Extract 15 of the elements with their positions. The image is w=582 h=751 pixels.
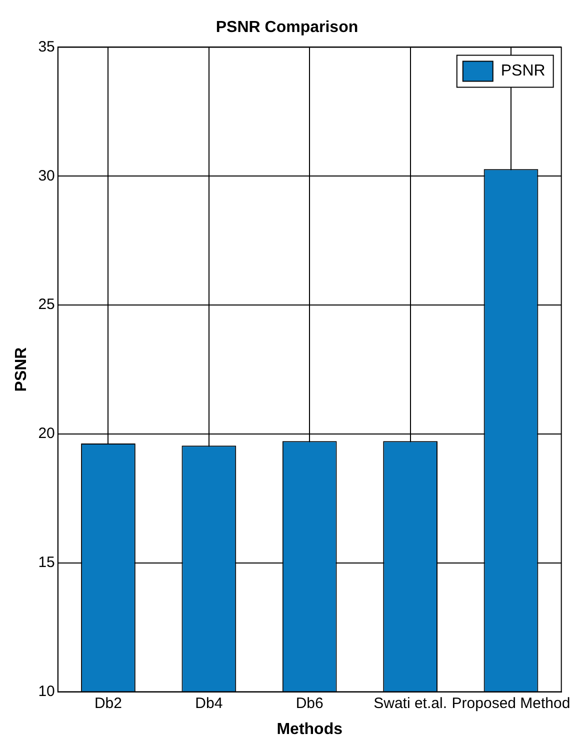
x-axis-title: Methods <box>276 720 343 738</box>
y-tick-label: 35 <box>38 38 55 56</box>
y-axis-title: PSNR <box>13 346 30 392</box>
y-tick-label: 25 <box>38 296 55 314</box>
x-tick-label: Db2 <box>94 694 122 712</box>
x-tick-label: Proposed Method <box>452 694 570 712</box>
y-tick-label: 15 <box>38 554 55 572</box>
legend-label: PSNR <box>500 62 546 80</box>
x-tick-label: Db6 <box>296 694 324 712</box>
y-tick-label: 30 <box>38 167 55 184</box>
y-tick-label: 20 <box>38 425 55 442</box>
x-tick-label: Db4 <box>195 694 223 712</box>
x-tick-label: Swati et.al. <box>374 694 447 712</box>
chart-title: PSNR Comparison <box>216 19 358 36</box>
y-tick-label: 10 <box>38 682 55 700</box>
